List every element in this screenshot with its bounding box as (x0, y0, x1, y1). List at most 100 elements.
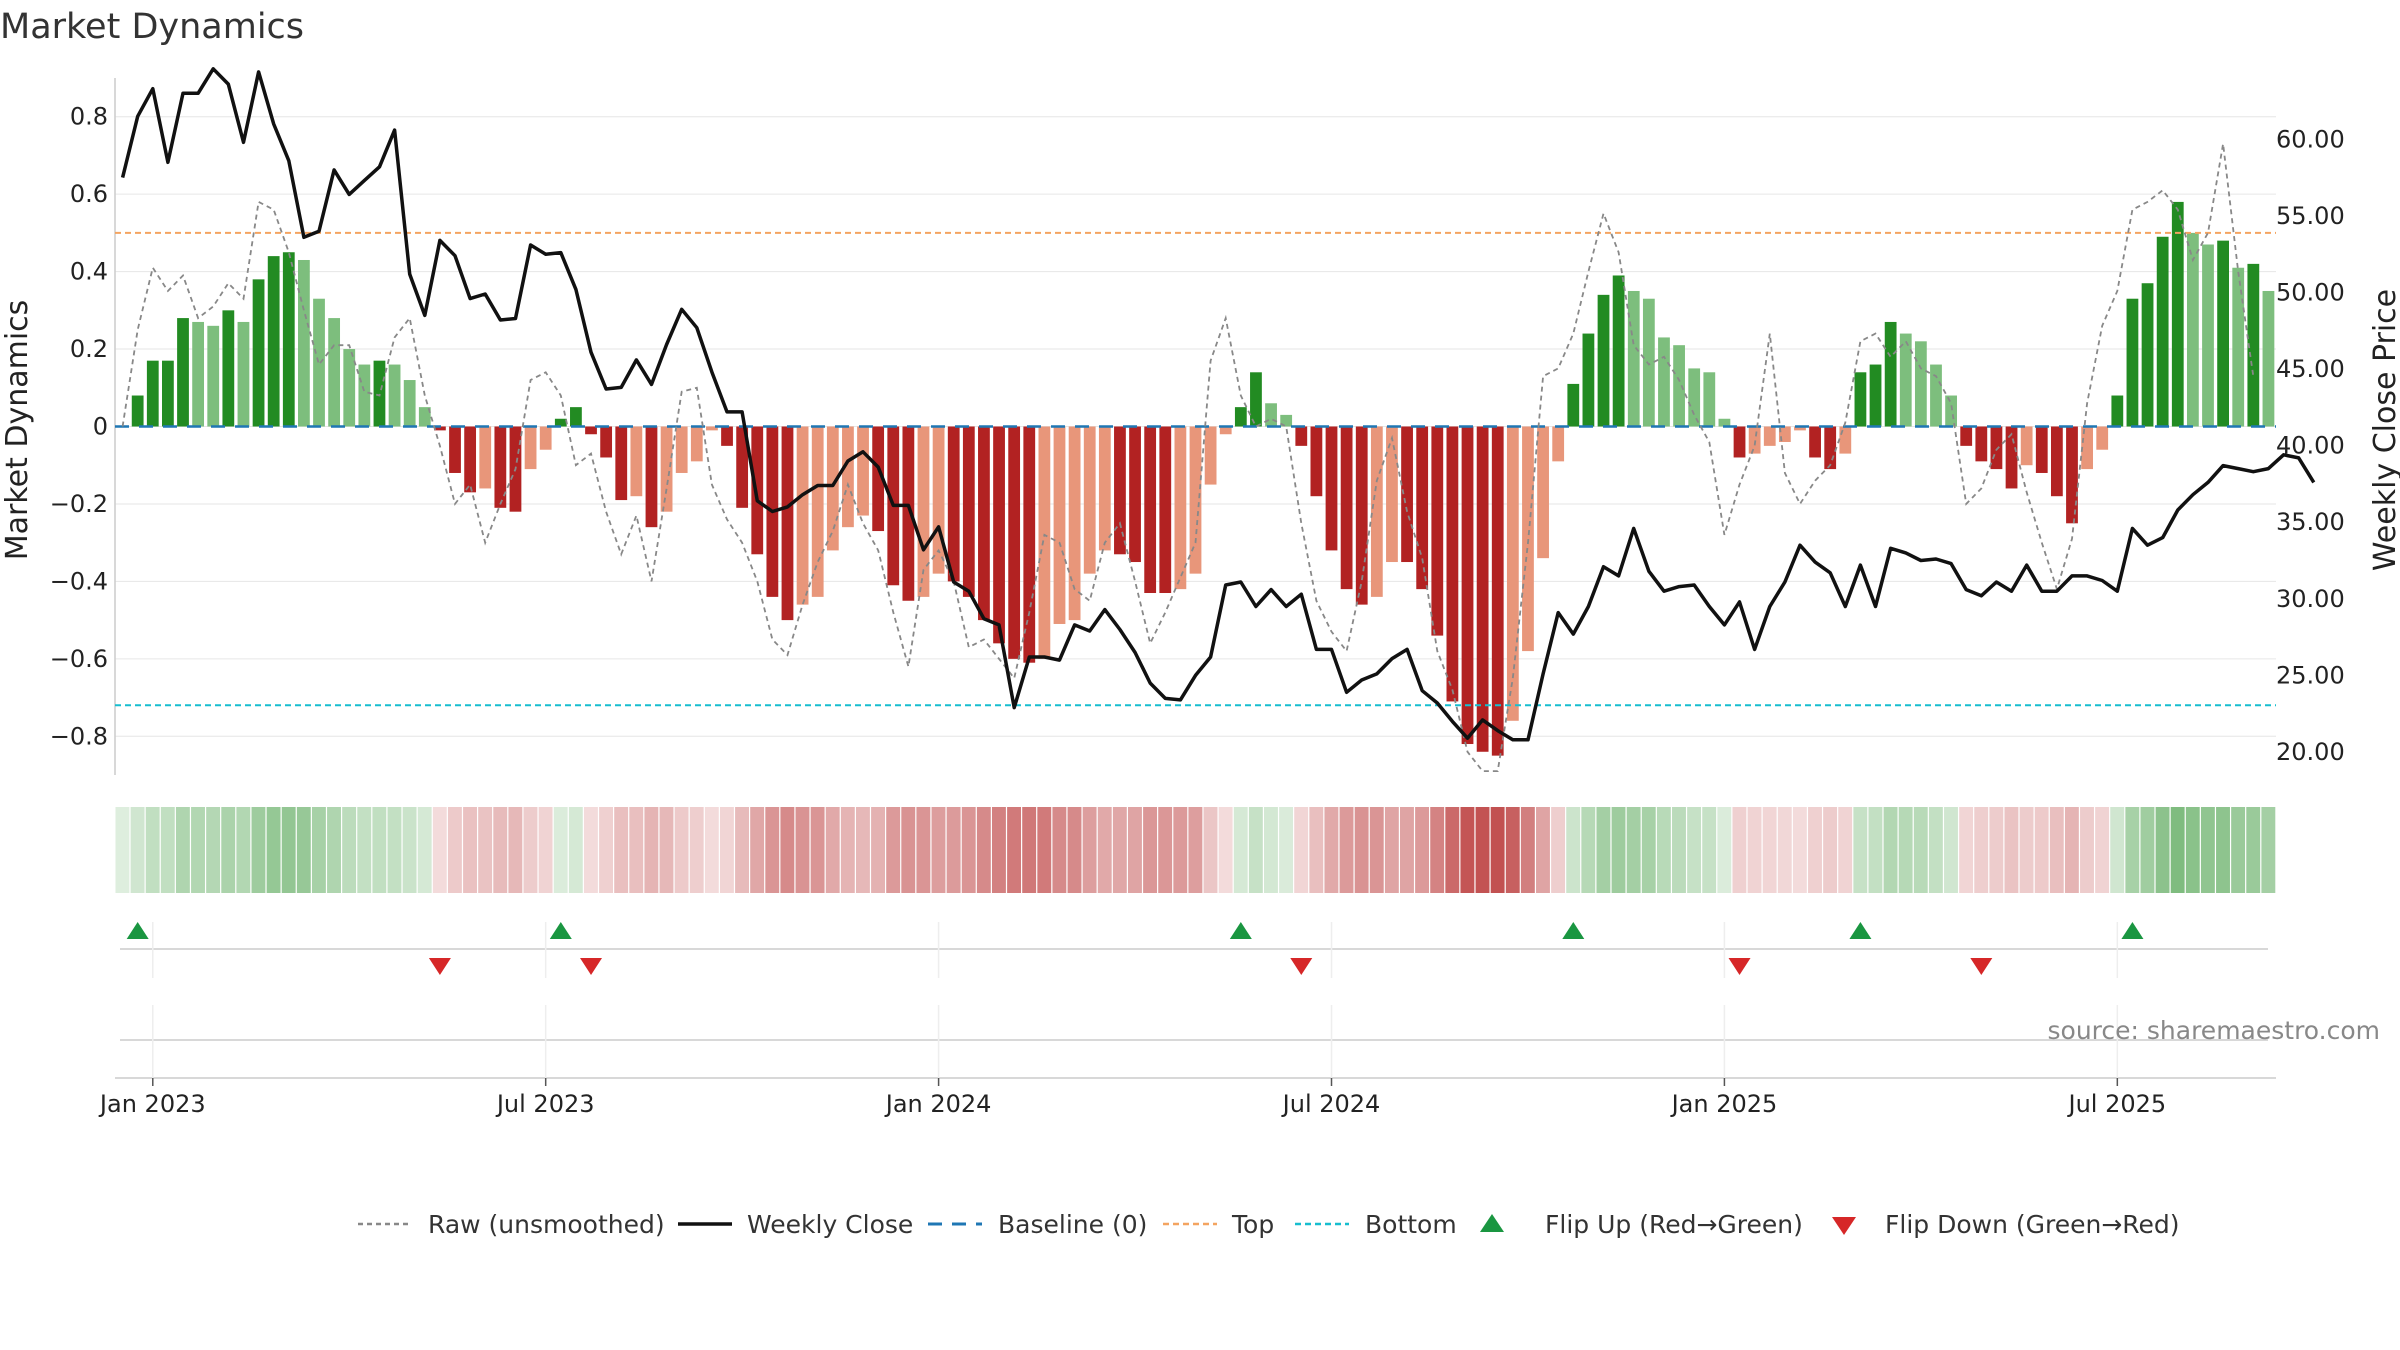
heat-cell (508, 807, 523, 893)
legend-close-label: Weekly Close (747, 1210, 913, 1239)
dynamics-bar (1930, 364, 1942, 427)
heat-cell (855, 807, 870, 893)
y2-tick-label: 20.00 (2276, 738, 2345, 766)
dynamics-bar (932, 426, 945, 574)
flip-down-marker (580, 958, 603, 975)
heat-cell (1052, 807, 1067, 893)
heat-cell (1717, 807, 1732, 893)
heat-cell (1022, 807, 1037, 893)
chart-title: Market Dynamics (0, 7, 304, 47)
dynamics-bar (1250, 372, 1262, 427)
flip-down-marker (428, 958, 451, 975)
heat-cell (1883, 807, 1898, 893)
heat-cell (1641, 807, 1656, 893)
heat-cell (644, 807, 659, 893)
heat-cell (538, 807, 553, 893)
y-tick-label: 0.2 (70, 335, 108, 363)
heat-cell (327, 807, 341, 893)
heat-cell (583, 807, 598, 893)
flip-up-marker (1229, 922, 1252, 939)
dynamics-bar (1778, 426, 1791, 442)
dynamics-bar (872, 426, 885, 532)
heat-cell (1959, 807, 1974, 893)
dynamics-bar (1763, 426, 1776, 446)
heat-cell (871, 807, 886, 893)
y-tick-label: −0.8 (50, 722, 108, 750)
dynamics-bar (2247, 263, 2260, 427)
heat-cell (2155, 807, 2170, 893)
heat-cell (614, 807, 629, 893)
heat-cell (1536, 807, 1550, 893)
dynamics-bar (2202, 244, 2214, 427)
heat-cell (2019, 807, 2034, 893)
dynamics-bar (2066, 426, 2078, 524)
y-tick-label: 0 (93, 413, 108, 441)
dynamics-bar (811, 426, 824, 597)
heat-cell (2004, 807, 2019, 893)
dynamics-bar (1658, 337, 1670, 427)
heat-cell (1082, 807, 1097, 893)
heat-cell (1626, 807, 1641, 893)
heat-cell (1687, 807, 1702, 893)
dynamics-bar (1280, 414, 1293, 427)
heat-cell (2216, 807, 2230, 893)
legend-flip-up-label: Flip Up (Red→Green) (1545, 1210, 1803, 1239)
heat-cell (2246, 807, 2261, 893)
heat-cell (1248, 807, 1263, 893)
dynamics-bar (1824, 426, 1837, 470)
heat-cell (1808, 807, 1822, 893)
dynamics-bar (721, 426, 733, 446)
legend: Raw (unsmoothed) Weekly Close Baseline (… (358, 1210, 2180, 1239)
heat-cell (976, 807, 991, 893)
legend-item-flip-up: Flip Up (Red→Green) (1480, 1210, 1803, 1239)
x-tick-label: Jul 2025 (2066, 1090, 2166, 1118)
heat-strip (115, 807, 2276, 893)
legend-item-top: Top (1163, 1210, 1274, 1239)
heat-cell (251, 807, 266, 893)
heat-cell (1596, 807, 1611, 893)
dynamics-bar (1642, 298, 1655, 427)
dynamics-bar (2020, 426, 2033, 466)
heat-cell (568, 807, 583, 893)
heat-cell (130, 807, 145, 893)
dynamics-bar (2262, 290, 2275, 427)
heat-cell (931, 807, 946, 893)
dynamics-bar (1809, 426, 1821, 458)
y-tick-label: −0.6 (50, 645, 108, 673)
dynamics-bar (1567, 383, 1580, 427)
heat-cell (659, 807, 674, 893)
heat-cell (160, 807, 175, 893)
dynamics-bar (1839, 426, 1852, 454)
dynamics-bar (388, 364, 401, 427)
legend-top-label: Top (1231, 1210, 1274, 1239)
dynamics-bar (1491, 426, 1504, 756)
heat-cell (311, 807, 326, 893)
dynamics-bar (1325, 426, 1338, 551)
heat-cell (145, 807, 160, 893)
dynamics-bar (2111, 395, 2124, 427)
dynamics-bar (479, 426, 492, 489)
dynamics-bar (328, 318, 341, 427)
dynamics-bar (434, 426, 446, 431)
heat-cell (810, 807, 825, 893)
heat-cell (2049, 807, 2064, 893)
heat-cell (719, 807, 734, 893)
heat-cell (1551, 807, 1566, 893)
heat-cell (281, 807, 296, 893)
heat-cell (946, 807, 961, 893)
heat-cell (2095, 807, 2110, 893)
legend-flip-down-label: Flip Down (Green→Red) (1885, 1210, 2180, 1239)
dynamics-bar (736, 426, 749, 508)
heat-cell (735, 807, 749, 893)
heat-cell (991, 807, 1006, 893)
heat-cell (1309, 807, 1324, 893)
heat-cell (1112, 807, 1127, 893)
heat-cell (1143, 807, 1158, 893)
legend-flip-down-icon (1832, 1217, 1856, 1235)
heat-cell (1415, 807, 1430, 893)
dynamics-bar (842, 426, 854, 528)
dynamics-bar (645, 426, 658, 528)
heat-cell (1490, 807, 1505, 893)
heat-cell (296, 807, 311, 893)
dynamics-bar (2217, 240, 2230, 427)
